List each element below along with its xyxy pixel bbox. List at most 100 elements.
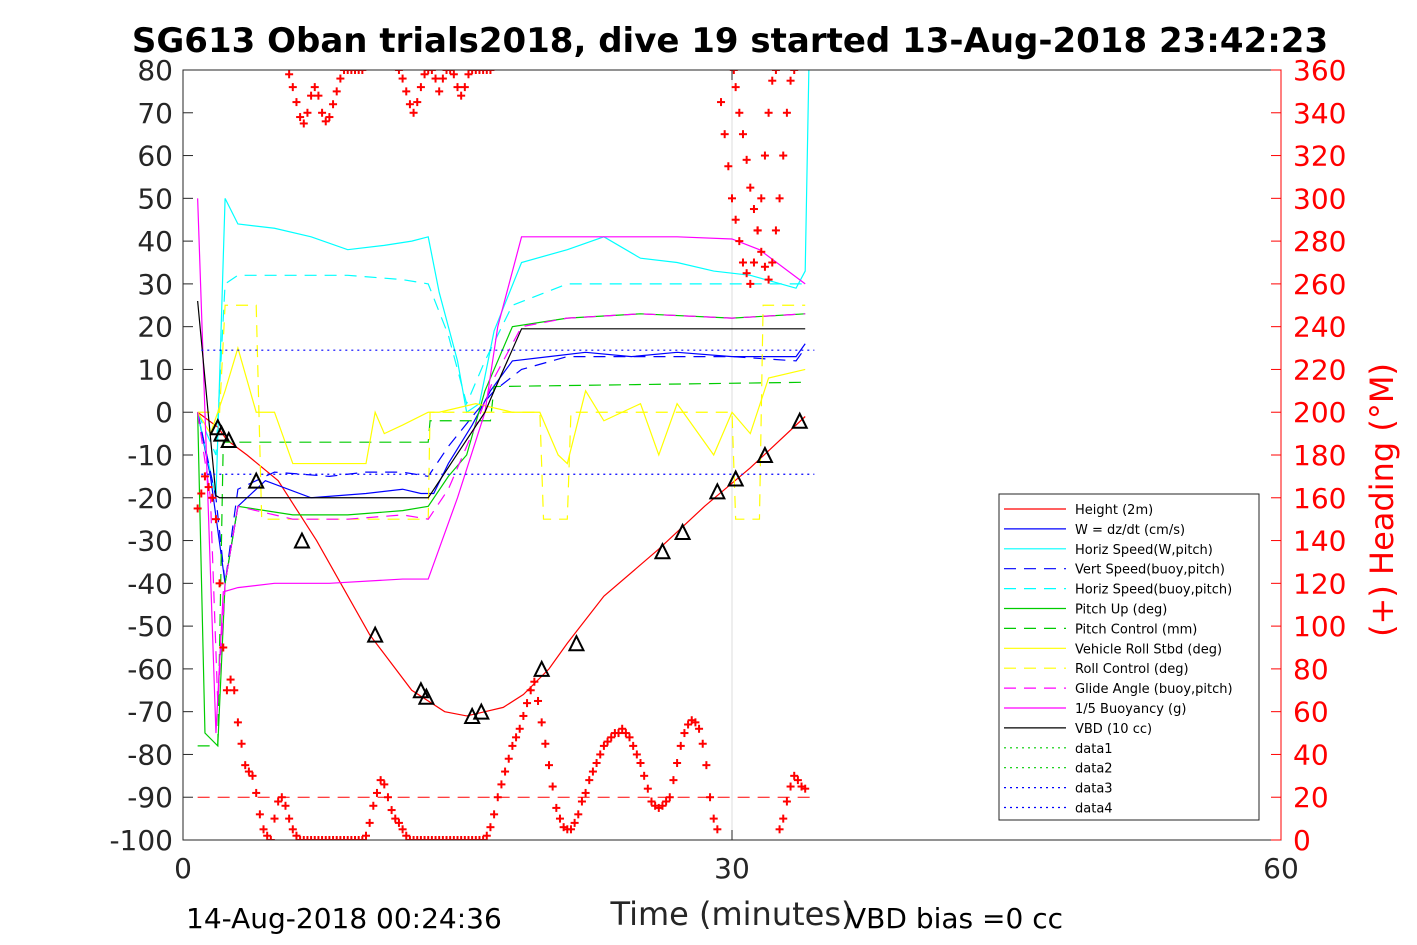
heading-point xyxy=(753,226,762,235)
footer-end-time: 14-Aug-2018 00:24:36 xyxy=(186,902,502,935)
y-tick-label: -70 xyxy=(127,696,173,729)
heading-point xyxy=(453,83,462,92)
heading-point xyxy=(277,793,286,802)
heading-point xyxy=(435,87,444,96)
heading-point xyxy=(321,117,330,126)
y-right-tick-label: 20 xyxy=(1293,781,1329,814)
heading-point xyxy=(413,836,422,840)
heading-point xyxy=(285,814,294,823)
heading-point xyxy=(771,70,780,74)
heading-point xyxy=(768,76,777,85)
heading-point xyxy=(365,818,374,827)
triangle-marker xyxy=(567,633,586,652)
heading-point xyxy=(211,515,220,524)
chart-title: SG613 Oban trials2018, dive 19 started 1… xyxy=(132,21,1328,61)
triangle-marker xyxy=(673,522,692,540)
y-tick-label: -90 xyxy=(127,781,173,814)
triangle-marker xyxy=(417,687,436,705)
heading-point xyxy=(742,269,751,278)
heading-point xyxy=(351,836,360,840)
heading-point xyxy=(405,836,414,840)
heading-point xyxy=(508,741,517,750)
heading-point xyxy=(636,759,645,767)
legend-label-11: VBD (10 cc) xyxy=(1075,722,1152,737)
legend-label-10: 1/5 Buoyancy (g) xyxy=(1075,702,1186,717)
heading-point xyxy=(222,686,231,695)
heading-point xyxy=(314,91,323,100)
heading-point xyxy=(380,780,389,789)
heading-point xyxy=(731,215,740,224)
heading-point xyxy=(570,818,579,827)
heading-point xyxy=(263,831,272,840)
heading-point xyxy=(468,836,477,840)
heading-point xyxy=(706,793,715,802)
heading-point xyxy=(669,776,678,785)
heading-point xyxy=(204,483,213,492)
heading-point xyxy=(786,76,795,85)
legend-label-2: Horiz Speed(W,pitch) xyxy=(1075,543,1213,558)
series-line-8 xyxy=(197,304,806,520)
heading-point xyxy=(281,801,290,810)
heading-point xyxy=(749,205,758,214)
heading-point xyxy=(464,836,473,840)
heading-point xyxy=(523,699,532,708)
heading-point xyxy=(460,83,469,92)
legend-label-4: Horiz Speed(buoy,pitch) xyxy=(1075,583,1232,598)
y-right-tick-label: 320 xyxy=(1293,140,1346,173)
heading-point xyxy=(464,70,473,79)
heading-point xyxy=(738,130,747,139)
heading-point xyxy=(665,793,674,802)
heading-point xyxy=(394,818,403,827)
heading-point xyxy=(233,718,242,727)
heading-point xyxy=(288,825,297,834)
heading-point xyxy=(332,87,341,96)
heading-point xyxy=(541,739,550,748)
heading-point xyxy=(486,823,495,832)
y-tick-label: 30 xyxy=(137,268,173,301)
heading-point xyxy=(790,771,799,780)
heading-point xyxy=(416,836,425,840)
heading-point xyxy=(504,754,513,763)
heading-point xyxy=(673,759,682,767)
heading-point xyxy=(307,91,316,100)
heading-point xyxy=(577,797,586,806)
heading-point xyxy=(764,275,773,284)
heading-point xyxy=(471,836,480,840)
y-tick-label: -50 xyxy=(127,610,173,643)
heading-point xyxy=(405,100,414,109)
triangle-marker xyxy=(472,702,490,720)
x-tick-label: 30 xyxy=(714,852,750,885)
heading-point xyxy=(738,258,747,267)
legend-label-14: data3 xyxy=(1075,782,1113,797)
heading-point xyxy=(709,814,718,823)
y-right-tick-label: 140 xyxy=(1293,525,1346,558)
heading-point xyxy=(435,836,444,840)
triangle-marker xyxy=(756,445,774,463)
y-axis-right: 0 20 40 60 80 100 120 140 160 180 200 220 240 260 280 3… xyxy=(1271,54,1346,857)
heading-point xyxy=(695,724,704,733)
heading-point xyxy=(771,226,780,235)
heading-point xyxy=(394,70,403,74)
y-axis-left: -100-90-80-70-60-50-40-30-20-10010203040… xyxy=(109,54,193,857)
heading-point xyxy=(362,831,370,840)
heading-point xyxy=(713,825,722,834)
heading-point xyxy=(468,70,477,74)
triangle-marker xyxy=(653,542,672,560)
heading-point xyxy=(457,836,466,840)
heading-point xyxy=(647,797,656,806)
heading-point xyxy=(662,797,671,806)
heading-point xyxy=(618,724,627,733)
heading-points xyxy=(193,70,810,840)
heading-point xyxy=(416,83,425,92)
heading-point xyxy=(526,686,535,695)
heading-point xyxy=(292,98,301,107)
heading-point xyxy=(460,836,469,840)
heading-point xyxy=(255,810,264,819)
heading-point xyxy=(372,788,381,797)
heading-point xyxy=(545,761,553,770)
heading-point xyxy=(658,801,667,810)
heading-point xyxy=(746,183,755,192)
heading-point xyxy=(691,718,700,727)
heading-point xyxy=(453,836,462,840)
